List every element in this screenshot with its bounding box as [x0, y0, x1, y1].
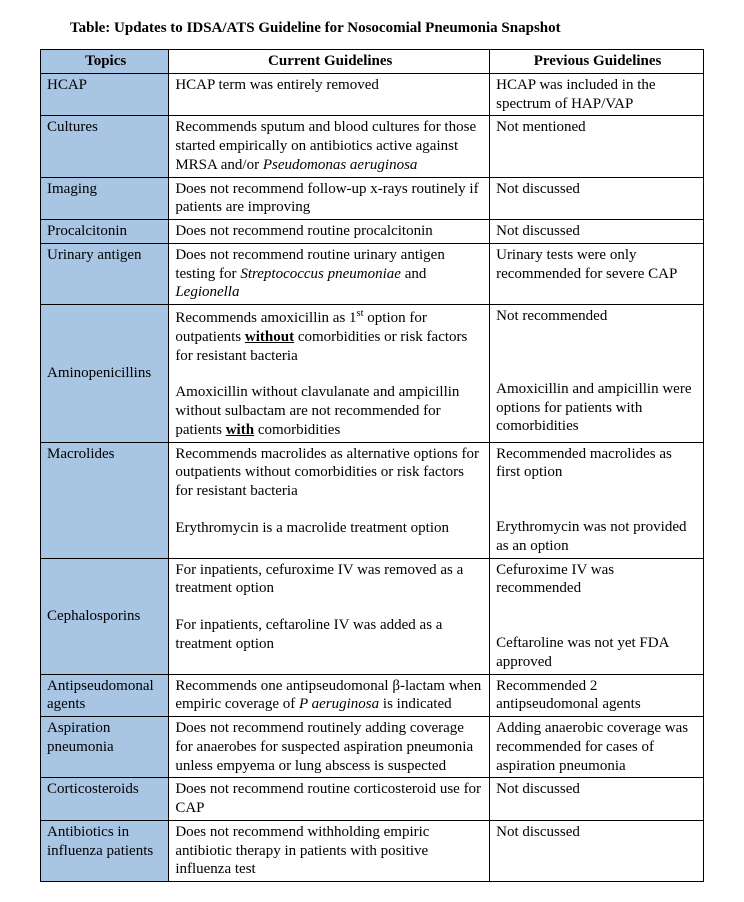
table-row: Aspiration pneumonia Does not recommend …	[41, 717, 704, 778]
topic-cell: Aminopenicillins	[41, 305, 169, 443]
current-cell: HCAP term was entirely removed	[169, 73, 490, 116]
table-row: Corticosteroids Does not recommend routi…	[41, 778, 704, 821]
table-row: Cultures Recommends sputum and blood cul…	[41, 116, 704, 177]
table-row: HCAP HCAP term was entirely removed HCAP…	[41, 73, 704, 116]
current-cell: Recommends macrolides as alternative opt…	[169, 442, 490, 558]
header-current: Current Guidelines	[169, 50, 490, 74]
current-cell: Does not recommend routine procalcitonin	[169, 220, 490, 244]
current-cell: Does not recommend follow-up x-rays rout…	[169, 177, 490, 220]
previous-cell: Not recommended Amoxicillin and ampicill…	[490, 305, 704, 443]
current-cell: Does not recommend withholding empiric a…	[169, 820, 490, 881]
table-row: Procalcitonin Does not recommend routine…	[41, 220, 704, 244]
topic-cell: Procalcitonin	[41, 220, 169, 244]
previous-cell: Not discussed	[490, 177, 704, 220]
header-previous: Previous Guidelines	[490, 50, 704, 74]
topic-cell: Cultures	[41, 116, 169, 177]
current-cell: Does not recommend routinely adding cove…	[169, 717, 490, 778]
previous-cell: Adding anaerobic coverage was recommende…	[490, 717, 704, 778]
current-cell: Recommends sputum and blood cultures for…	[169, 116, 490, 177]
current-cell: Does not recommend routine urinary antig…	[169, 243, 490, 304]
table-row: Macrolides Recommends macrolides as alte…	[41, 442, 704, 558]
previous-cell: Recommended 2 antipseudomonal agents	[490, 674, 704, 717]
current-cell: For inpatients, cefuroxime IV was remove…	[169, 558, 490, 674]
header-topics: Topics	[41, 50, 169, 74]
previous-cell: Not mentioned	[490, 116, 704, 177]
topic-cell: Cephalosporins	[41, 558, 169, 674]
current-cell: Recommends one antipseudomonal β-lactam …	[169, 674, 490, 717]
table-title: Table: Updates to IDSA/ATS Guideline for…	[70, 20, 704, 37]
topic-cell: HCAP	[41, 73, 169, 116]
topic-cell: Antipseudomonal agents	[41, 674, 169, 717]
previous-cell: Not discussed	[490, 778, 704, 821]
guideline-table: Topics Current Guidelines Previous Guide…	[40, 49, 704, 882]
table-header-row: Topics Current Guidelines Previous Guide…	[41, 50, 704, 74]
table-row: Imaging Does not recommend follow-up x-r…	[41, 177, 704, 220]
table-row: Antibiotics in influenza patients Does n…	[41, 820, 704, 881]
topic-cell: Imaging	[41, 177, 169, 220]
table-row: Cephalosporins For inpatients, cefuroxim…	[41, 558, 704, 674]
previous-cell: Recommended macrolides as first option E…	[490, 442, 704, 558]
previous-cell: Urinary tests were only recommended for …	[490, 243, 704, 304]
topic-cell: Macrolides	[41, 442, 169, 558]
topic-cell: Urinary antigen	[41, 243, 169, 304]
current-cell: Does not recommend routine corticosteroi…	[169, 778, 490, 821]
table-row: Antipseudomonal agents Recommends one an…	[41, 674, 704, 717]
previous-cell: HCAP was included in the spectrum of HAP…	[490, 73, 704, 116]
topic-cell: Antibiotics in influenza patients	[41, 820, 169, 881]
table-row: Aminopenicillins Recommends amoxicillin …	[41, 305, 704, 443]
topic-cell: Aspiration pneumonia	[41, 717, 169, 778]
previous-cell: Cefuroxime IV was recommended Ceftarolin…	[490, 558, 704, 674]
previous-cell: Not discussed	[490, 820, 704, 881]
topic-cell: Corticosteroids	[41, 778, 169, 821]
current-cell: Recommends amoxicillin as 1st option for…	[169, 305, 490, 443]
table-row: Urinary antigen Does not recommend routi…	[41, 243, 704, 304]
previous-cell: Not discussed	[490, 220, 704, 244]
